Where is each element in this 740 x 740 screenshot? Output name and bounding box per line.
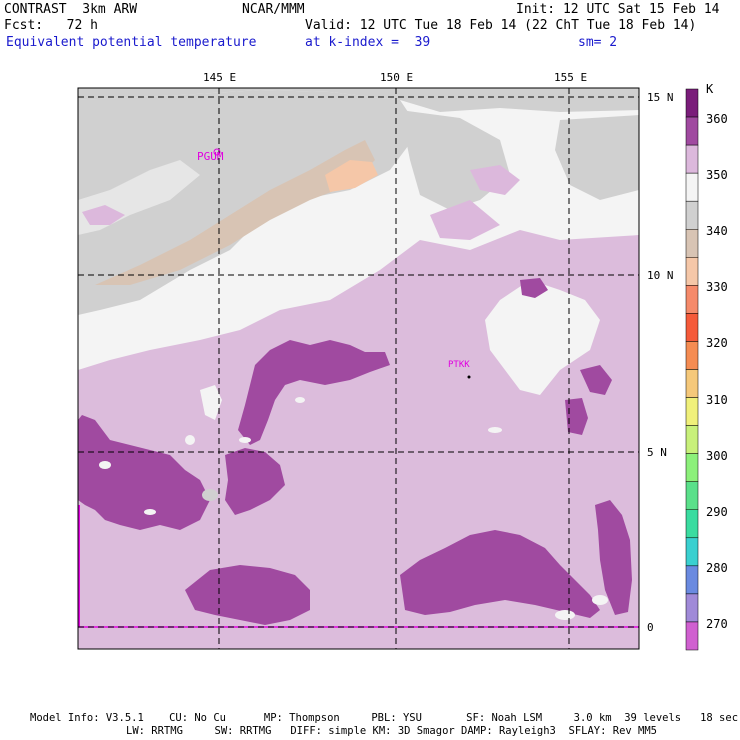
lon-label-145: 145 E bbox=[203, 71, 237, 84]
colorbar-swatch bbox=[685, 397, 699, 426]
level-label: at k-index = 39 bbox=[305, 35, 431, 50]
colorbar-swatch bbox=[685, 481, 699, 511]
colorbar-swatch bbox=[685, 229, 699, 258]
colorbar-tick-label: 320 bbox=[706, 336, 728, 351]
colorbar-swatch bbox=[685, 285, 699, 314]
colorbar-swatch bbox=[685, 341, 699, 370]
forecast-hour: Fcst: 72 h bbox=[4, 18, 98, 33]
lon-label-155: 155 E bbox=[554, 71, 588, 84]
grid-lines bbox=[78, 88, 639, 649]
model-info-line2: LW: RRTMG SW: RRTMG DIFF: simple KM: 3D … bbox=[126, 725, 658, 737]
colorbar-swatch bbox=[685, 565, 699, 595]
colorbar-swatch bbox=[685, 88, 699, 118]
colorbar-swatch bbox=[685, 621, 699, 651]
center-label: NCAR/MMM bbox=[242, 2, 305, 17]
station-label-pgum: PGUM bbox=[197, 150, 224, 163]
lon-label-150: 150 E bbox=[380, 71, 414, 84]
colorbar-tick-label: 360 bbox=[706, 112, 728, 127]
lat-label-5n: 5 N bbox=[647, 446, 667, 459]
model-info-line1: Model Info: V3.5.1 CU: No Cu MP: Thompso… bbox=[30, 712, 739, 724]
lat-label-0: 0 bbox=[647, 621, 654, 634]
colorbar-swatch bbox=[685, 257, 699, 286]
colorbar-tick-label: 290 bbox=[706, 504, 728, 519]
colorbar-swatch bbox=[685, 116, 699, 146]
colorbar-swatch bbox=[685, 172, 699, 202]
colorbar-swatch bbox=[685, 144, 699, 174]
colorbar-swatch bbox=[685, 369, 699, 398]
station-label-ptkk: PTKK bbox=[448, 360, 470, 370]
map-field bbox=[78, 88, 639, 649]
colorbar bbox=[685, 88, 699, 651]
field-name: Equivalent potential temperature bbox=[6, 35, 257, 50]
colorbar-tick-label: 300 bbox=[706, 448, 728, 463]
station-marker-ptkk bbox=[467, 375, 471, 379]
init-time: Init: 12 UTC Sat 15 Feb 14 bbox=[516, 2, 720, 17]
colorbar-tick-label: 340 bbox=[706, 224, 728, 239]
colorbar-tick-label: 280 bbox=[706, 560, 728, 575]
colorbar-swatch bbox=[685, 453, 699, 482]
colorbar-swatch bbox=[685, 593, 699, 623]
colorbar-swatch bbox=[685, 537, 699, 567]
valid-time: Valid: 12 UTC Tue 18 Feb 14 (22 ChT Tue … bbox=[305, 18, 697, 33]
smoothing-label: sm= 2 bbox=[578, 35, 618, 50]
map-frame bbox=[77, 87, 640, 650]
colorbar-swatch bbox=[685, 313, 699, 342]
colorbar-tick-label: 330 bbox=[706, 280, 728, 295]
model-title: CONTRAST 3km ARW bbox=[4, 2, 138, 17]
colorbar-tick-label: 350 bbox=[706, 168, 728, 183]
colorbar-swatch bbox=[685, 425, 699, 454]
colorbar-swatch bbox=[685, 200, 699, 230]
colorbar-tick-label: 310 bbox=[706, 392, 728, 407]
colorbar-unit: K bbox=[706, 82, 714, 96]
lat-label-10n: 10 N bbox=[647, 269, 674, 282]
colorbar-swatch bbox=[685, 509, 699, 539]
colorbar-tick-label: 270 bbox=[706, 616, 728, 631]
lat-label-15n: 15 N bbox=[647, 91, 674, 104]
station-marker-pgum bbox=[213, 148, 221, 156]
